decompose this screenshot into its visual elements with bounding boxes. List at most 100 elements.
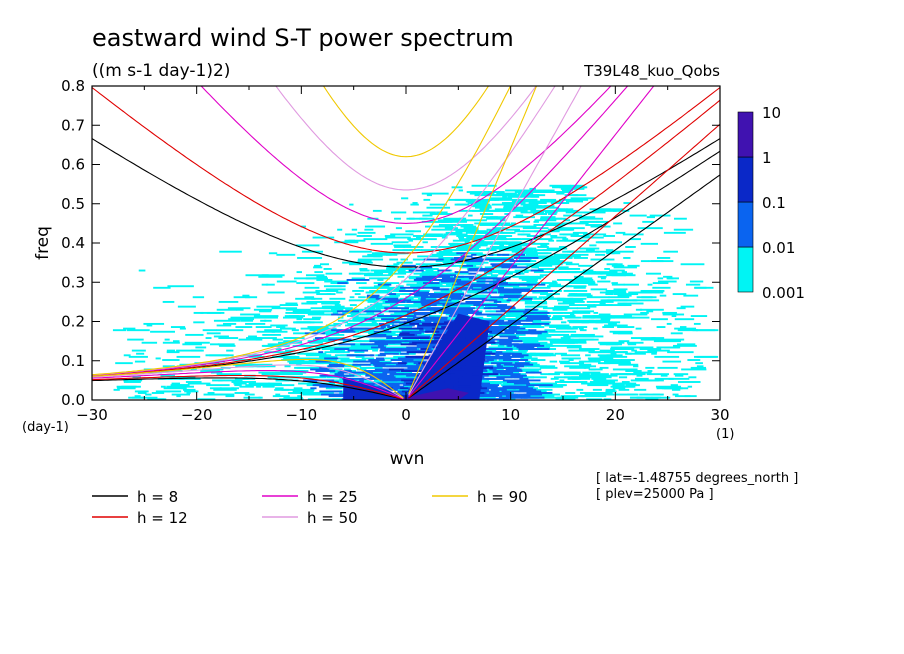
spectrum-streak (381, 340, 408, 343)
spectrum-streak (546, 258, 560, 261)
spectrum-streak (558, 198, 580, 201)
spectrum-streak (541, 238, 553, 241)
spectrum-streak (639, 308, 664, 311)
spectrum-streak (416, 286, 440, 289)
spectrum-streak (400, 387, 409, 390)
spectrum-streak (216, 329, 244, 332)
spectrum-streak (296, 271, 302, 274)
spectrum-streak (488, 374, 512, 377)
spectrum-streak (408, 343, 430, 346)
spectrum-streak (321, 348, 336, 350)
spectrum-streak (486, 228, 505, 231)
spectrum-streak (310, 368, 325, 371)
spectrum-streak (566, 285, 587, 288)
spectrum-streak (190, 349, 204, 352)
spectrum-streak (513, 253, 525, 256)
spectrum-streak (415, 263, 425, 266)
spectrum-streak (501, 355, 524, 358)
spectrum-streak (317, 327, 337, 330)
spectrum-streak (443, 233, 468, 236)
spectrum-streak (634, 377, 649, 380)
spectrum-streak (476, 283, 499, 286)
spectrum-streak (548, 283, 562, 286)
spectrum-streak (348, 299, 372, 302)
spectrum-streak (285, 308, 311, 311)
spectrum-streak (546, 338, 574, 341)
spectrum-streak (487, 381, 495, 383)
spectrum-streak (177, 305, 196, 308)
y-tick-label: 0.8 (61, 77, 85, 95)
spectrum-streak (387, 288, 406, 291)
spectrum-streak (456, 203, 470, 206)
spectrum-streak (606, 354, 618, 357)
spectrum-streak (442, 260, 467, 263)
spectrum-streak (469, 192, 482, 195)
spectrum-streak (414, 266, 433, 269)
spectrum-streak (432, 288, 449, 291)
spectrum-streak (606, 263, 623, 266)
spectrum-streak (395, 349, 420, 352)
colorbar-swatch (737, 156, 754, 203)
spectrum-streak (402, 395, 409, 398)
spectrum-streak (484, 305, 499, 308)
spectrum-streak (412, 202, 418, 204)
spectrum-streak (320, 300, 331, 303)
spectrum-streak (429, 220, 453, 223)
spectrum-streak (399, 332, 410, 335)
spectrum-streak (603, 304, 628, 307)
spectrum-streak (519, 388, 536, 391)
spectrum-streak (344, 324, 356, 327)
spectrum-streak (354, 293, 361, 296)
dispersion-curve (408, 86, 655, 398)
spectrum-streak (478, 329, 503, 332)
spectrum-streak (334, 241, 359, 244)
spectrum-streak (421, 313, 430, 316)
spectrum-streak (519, 377, 529, 380)
spectrum-streak (417, 255, 444, 258)
spectrum-streak (197, 398, 216, 400)
spectrum-streak (593, 209, 617, 212)
spectrum-streak (303, 318, 321, 321)
spectrum-streak (674, 327, 697, 330)
spectrum-streak (435, 260, 449, 263)
spectrum-streak (330, 285, 346, 288)
spectrum-streak (668, 377, 690, 380)
spectrum-streak (258, 371, 277, 374)
spectrum-streak (455, 278, 482, 281)
spectrum-streak (305, 274, 325, 277)
spectrum-streak (392, 368, 419, 371)
spectrum-streak (321, 275, 328, 278)
spectrum-streak (621, 271, 628, 274)
spectrum-streak (508, 337, 519, 339)
spectrum-streak (569, 319, 595, 322)
spectrum-streak (677, 329, 698, 332)
spectrum-streak (375, 357, 385, 360)
spectrum-streak (206, 384, 230, 387)
spectrum-streak (499, 343, 511, 346)
spectrum-streak (442, 304, 458, 307)
spectrum-streak (654, 377, 674, 380)
spectrum-streak (325, 288, 346, 291)
spectrum-streak (584, 211, 606, 214)
spectrum-streak (645, 366, 655, 369)
spectrum-streak (487, 326, 500, 328)
spectrum-streak (618, 340, 630, 343)
spectrum-streak (477, 291, 498, 294)
spectrum-streak (630, 316, 650, 319)
spectrum-streak (619, 376, 628, 379)
spectrum-streak (166, 351, 180, 354)
spectrum-streak (356, 235, 372, 237)
spectrum-streak (443, 321, 471, 324)
spectrum-streak (563, 335, 571, 338)
spectrum-streak (662, 313, 685, 316)
spectrum-streak (536, 313, 547, 316)
spectrum-streak (670, 384, 678, 387)
spectrum-streak (633, 365, 639, 368)
spectrum-streak (231, 387, 239, 390)
spectrum-streak (561, 189, 573, 192)
spectrum-streak (673, 217, 687, 220)
spectrum-streak (591, 377, 600, 380)
spectrum-streak (536, 390, 547, 393)
spectrum-streak (374, 379, 384, 382)
spectrum-streak (256, 385, 262, 388)
